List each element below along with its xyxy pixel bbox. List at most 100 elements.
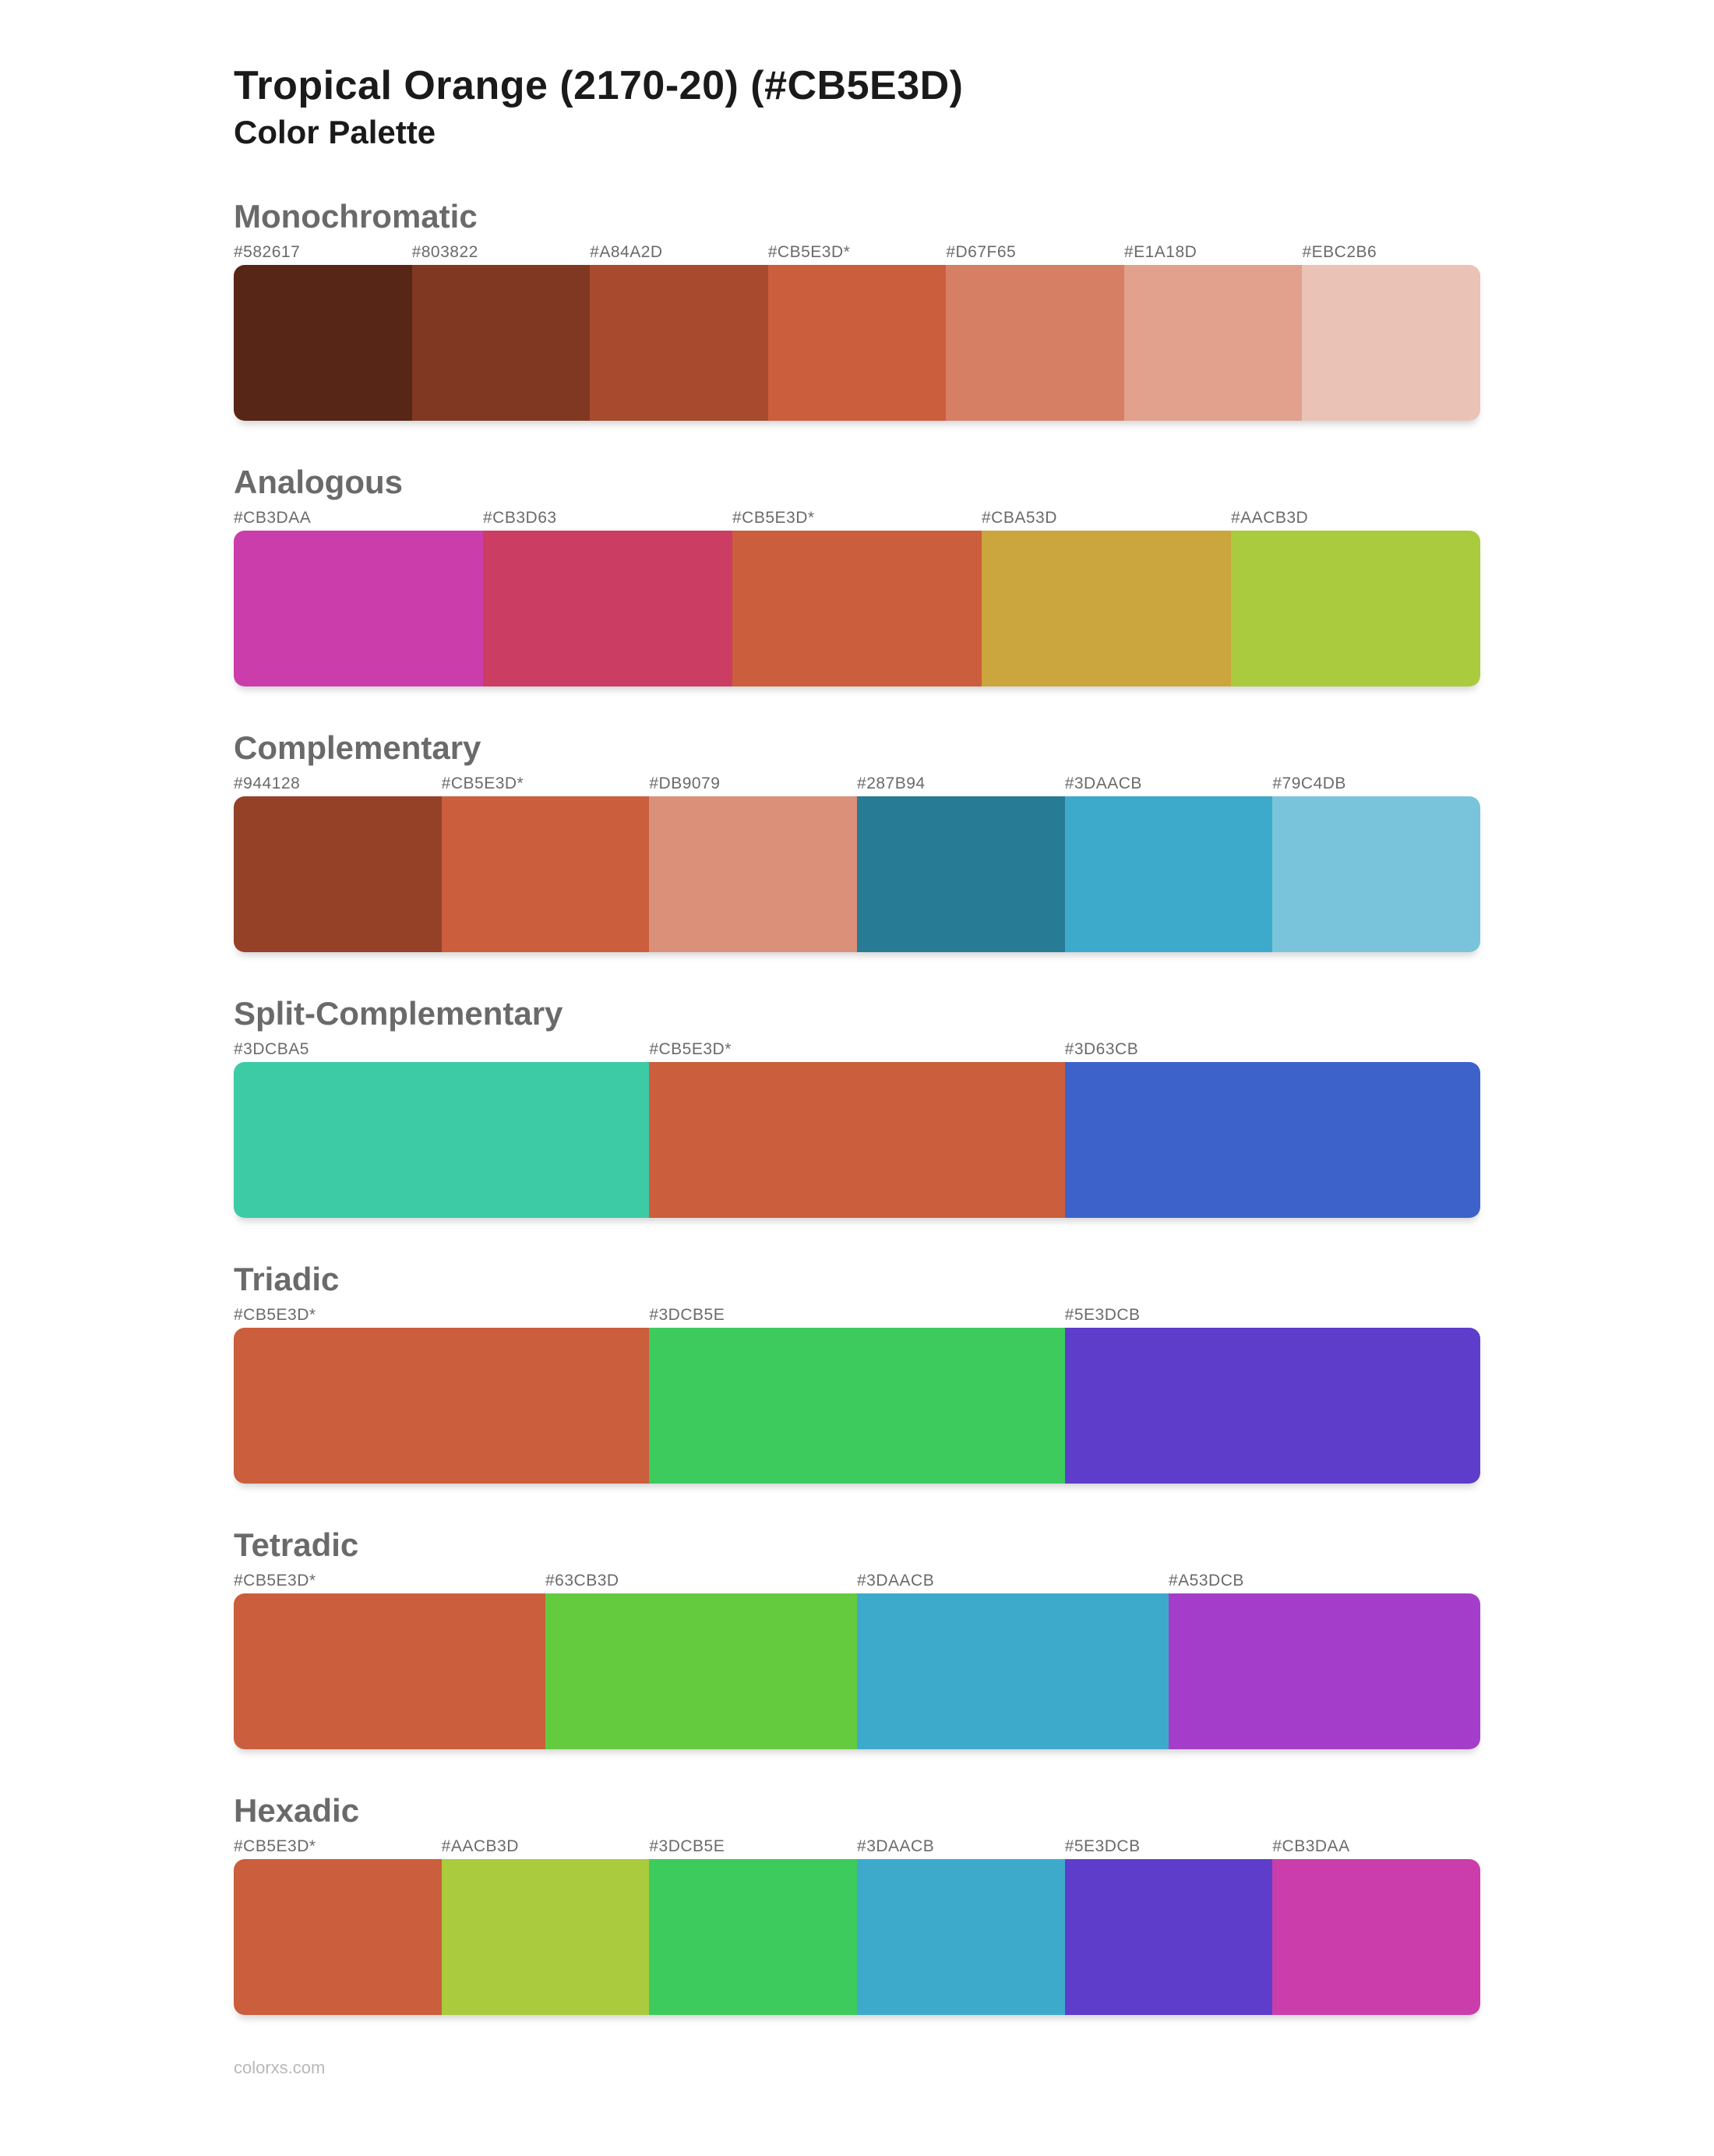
color-swatch[interactable] xyxy=(1065,796,1273,952)
swatch-row xyxy=(234,796,1480,952)
swatch-row xyxy=(234,265,1480,421)
swatch-label: #CB3DAA xyxy=(234,509,483,528)
swatch-row xyxy=(234,1859,1480,2015)
page-title: Tropical Orange (2170-20) (#CB5E3D) xyxy=(234,62,1480,109)
swatch-label: #582617 xyxy=(234,243,412,262)
palette-sections: Monochromatic#582617#803822#A84A2D#CB5E3… xyxy=(234,198,1480,2015)
color-swatch[interactable] xyxy=(649,1859,857,2015)
color-swatch[interactable] xyxy=(234,796,442,952)
swatch-label: #CB5E3D* xyxy=(442,775,650,793)
swatch-label: #3D63CB xyxy=(1065,1040,1480,1059)
color-swatch[interactable] xyxy=(483,531,732,686)
swatch-labels-row: #CB5E3D*#63CB3D#3DAACB#A53DCB xyxy=(234,1572,1480,1590)
color-swatch[interactable] xyxy=(1065,1062,1480,1218)
swatch-label: #5E3DCB xyxy=(1065,1306,1480,1325)
palette-section: Analogous #CB3DAA#CB3D63#CB5E3D*#CBA53D#A… xyxy=(234,464,1480,686)
swatch-label: #3DCB5E xyxy=(649,1837,857,1856)
color-swatch[interactable] xyxy=(1272,796,1480,952)
swatch-label: #CB3D63 xyxy=(483,509,732,528)
color-swatch[interactable] xyxy=(857,796,1065,952)
footer-attribution: colorxs.com xyxy=(234,2058,1480,2078)
swatch-label: #CB5E3D* xyxy=(732,509,982,528)
swatch-row xyxy=(234,1328,1480,1484)
swatch-label: #D67F65 xyxy=(946,243,1124,262)
page-subtitle: Color Palette xyxy=(234,114,1480,151)
color-swatch[interactable] xyxy=(234,1859,442,2015)
color-swatch[interactable] xyxy=(1302,265,1480,421)
swatch-label: #AACB3D xyxy=(1231,509,1480,528)
color-swatch[interactable] xyxy=(1272,1859,1480,2015)
color-swatch[interactable] xyxy=(649,796,857,952)
swatch-label: #63CB3D xyxy=(545,1572,857,1590)
swatch-label: #CB5E3D* xyxy=(768,243,947,262)
swatch-row xyxy=(234,1062,1480,1218)
palette-section: Complementary #944128#CB5E3D*#DB9079#287B… xyxy=(234,729,1480,952)
color-swatch[interactable] xyxy=(1065,1859,1273,2015)
swatch-label: #CB5E3D* xyxy=(234,1572,545,1590)
swatch-label: #3DAACB xyxy=(857,1837,1065,1856)
color-swatch[interactable] xyxy=(234,1062,649,1218)
color-swatch[interactable] xyxy=(982,531,1231,686)
color-swatch[interactable] xyxy=(442,1859,650,2015)
swatch-labels-row: #CB5E3D*#AACB3D#3DCB5E#3DAACB#5E3DCB#CB3… xyxy=(234,1837,1480,1856)
swatch-label: #A84A2D xyxy=(590,243,768,262)
color-swatch[interactable] xyxy=(857,1593,1169,1749)
swatch-label: #A53DCB xyxy=(1169,1572,1480,1590)
swatch-label: #E1A18D xyxy=(1124,243,1303,262)
swatch-labels-row: #3DCBA5#CB5E3D*#3D63CB xyxy=(234,1040,1480,1059)
section-title: Split-Complementary xyxy=(234,995,1480,1032)
color-swatch[interactable] xyxy=(1065,1328,1480,1484)
color-swatch[interactable] xyxy=(442,796,650,952)
color-swatch[interactable] xyxy=(545,1593,857,1749)
swatch-label: #3DAACB xyxy=(1065,775,1273,793)
swatch-labels-row: #CB5E3D*#3DCB5E#5E3DCB xyxy=(234,1306,1480,1325)
palette-section: Hexadic #CB5E3D*#AACB3D#3DCB5E#3DAACB#5E3… xyxy=(234,1792,1480,2015)
swatch-label: #CB5E3D* xyxy=(234,1837,442,1856)
swatch-label: #3DAACB xyxy=(857,1572,1169,1590)
color-swatch[interactable] xyxy=(234,531,483,686)
color-swatch[interactable] xyxy=(857,1859,1065,2015)
swatch-label: #3DCBA5 xyxy=(234,1040,649,1059)
palette-section: Monochromatic #582617#803822#A84A2D#CB5E3… xyxy=(234,198,1480,421)
color-swatch[interactable] xyxy=(590,265,768,421)
swatch-label: #5E3DCB xyxy=(1065,1837,1273,1856)
section-title: Monochromatic xyxy=(234,198,1480,235)
swatch-row xyxy=(234,1593,1480,1749)
swatch-label: #CB3DAA xyxy=(1272,1837,1480,1856)
swatch-label: #CBA53D xyxy=(982,509,1231,528)
section-title: Complementary xyxy=(234,729,1480,767)
color-swatch[interactable] xyxy=(234,1593,545,1749)
swatch-label: #AACB3D xyxy=(442,1837,650,1856)
swatch-label: #3DCB5E xyxy=(649,1306,1064,1325)
color-swatch[interactable] xyxy=(732,531,982,686)
swatch-label: #803822 xyxy=(412,243,591,262)
palette-section: Triadic #CB5E3D*#3DCB5E#5E3DCB xyxy=(234,1261,1480,1484)
section-title: Analogous xyxy=(234,464,1480,501)
swatch-labels-row: #CB3DAA#CB3D63#CB5E3D*#CBA53D#AACB3D xyxy=(234,509,1480,528)
section-title: Hexadic xyxy=(234,1792,1480,1830)
color-swatch[interactable] xyxy=(1231,531,1480,686)
color-swatch[interactable] xyxy=(946,265,1124,421)
palette-section: Split-Complementary #3DCBA5#CB5E3D*#3D63C… xyxy=(234,995,1480,1218)
swatch-labels-row: #582617#803822#A84A2D#CB5E3D*#D67F65#E1A… xyxy=(234,243,1480,262)
color-swatch[interactable] xyxy=(412,265,591,421)
section-title: Triadic xyxy=(234,1261,1480,1298)
swatch-labels-row: #944128#CB5E3D*#DB9079#287B94#3DAACB#79C… xyxy=(234,775,1480,793)
color-swatch[interactable] xyxy=(1169,1593,1480,1749)
swatch-label: #79C4DB xyxy=(1272,775,1480,793)
color-swatch[interactable] xyxy=(234,265,412,421)
palette-section: Tetradic #CB5E3D*#63CB3D#3DAACB#A53DCB xyxy=(234,1526,1480,1749)
section-title: Tetradic xyxy=(234,1526,1480,1564)
color-swatch[interactable] xyxy=(234,1328,649,1484)
swatch-label: #CB5E3D* xyxy=(649,1040,1064,1059)
swatch-label: #CB5E3D* xyxy=(234,1306,649,1325)
swatch-label: #EBC2B6 xyxy=(1302,243,1480,262)
swatch-label: #287B94 xyxy=(857,775,1065,793)
swatch-label: #944128 xyxy=(234,775,442,793)
color-swatch[interactable] xyxy=(649,1328,1064,1484)
swatch-row xyxy=(234,531,1480,686)
color-swatch[interactable] xyxy=(1124,265,1303,421)
color-swatch[interactable] xyxy=(649,1062,1064,1218)
color-swatch[interactable] xyxy=(768,265,947,421)
swatch-label: #DB9079 xyxy=(649,775,857,793)
